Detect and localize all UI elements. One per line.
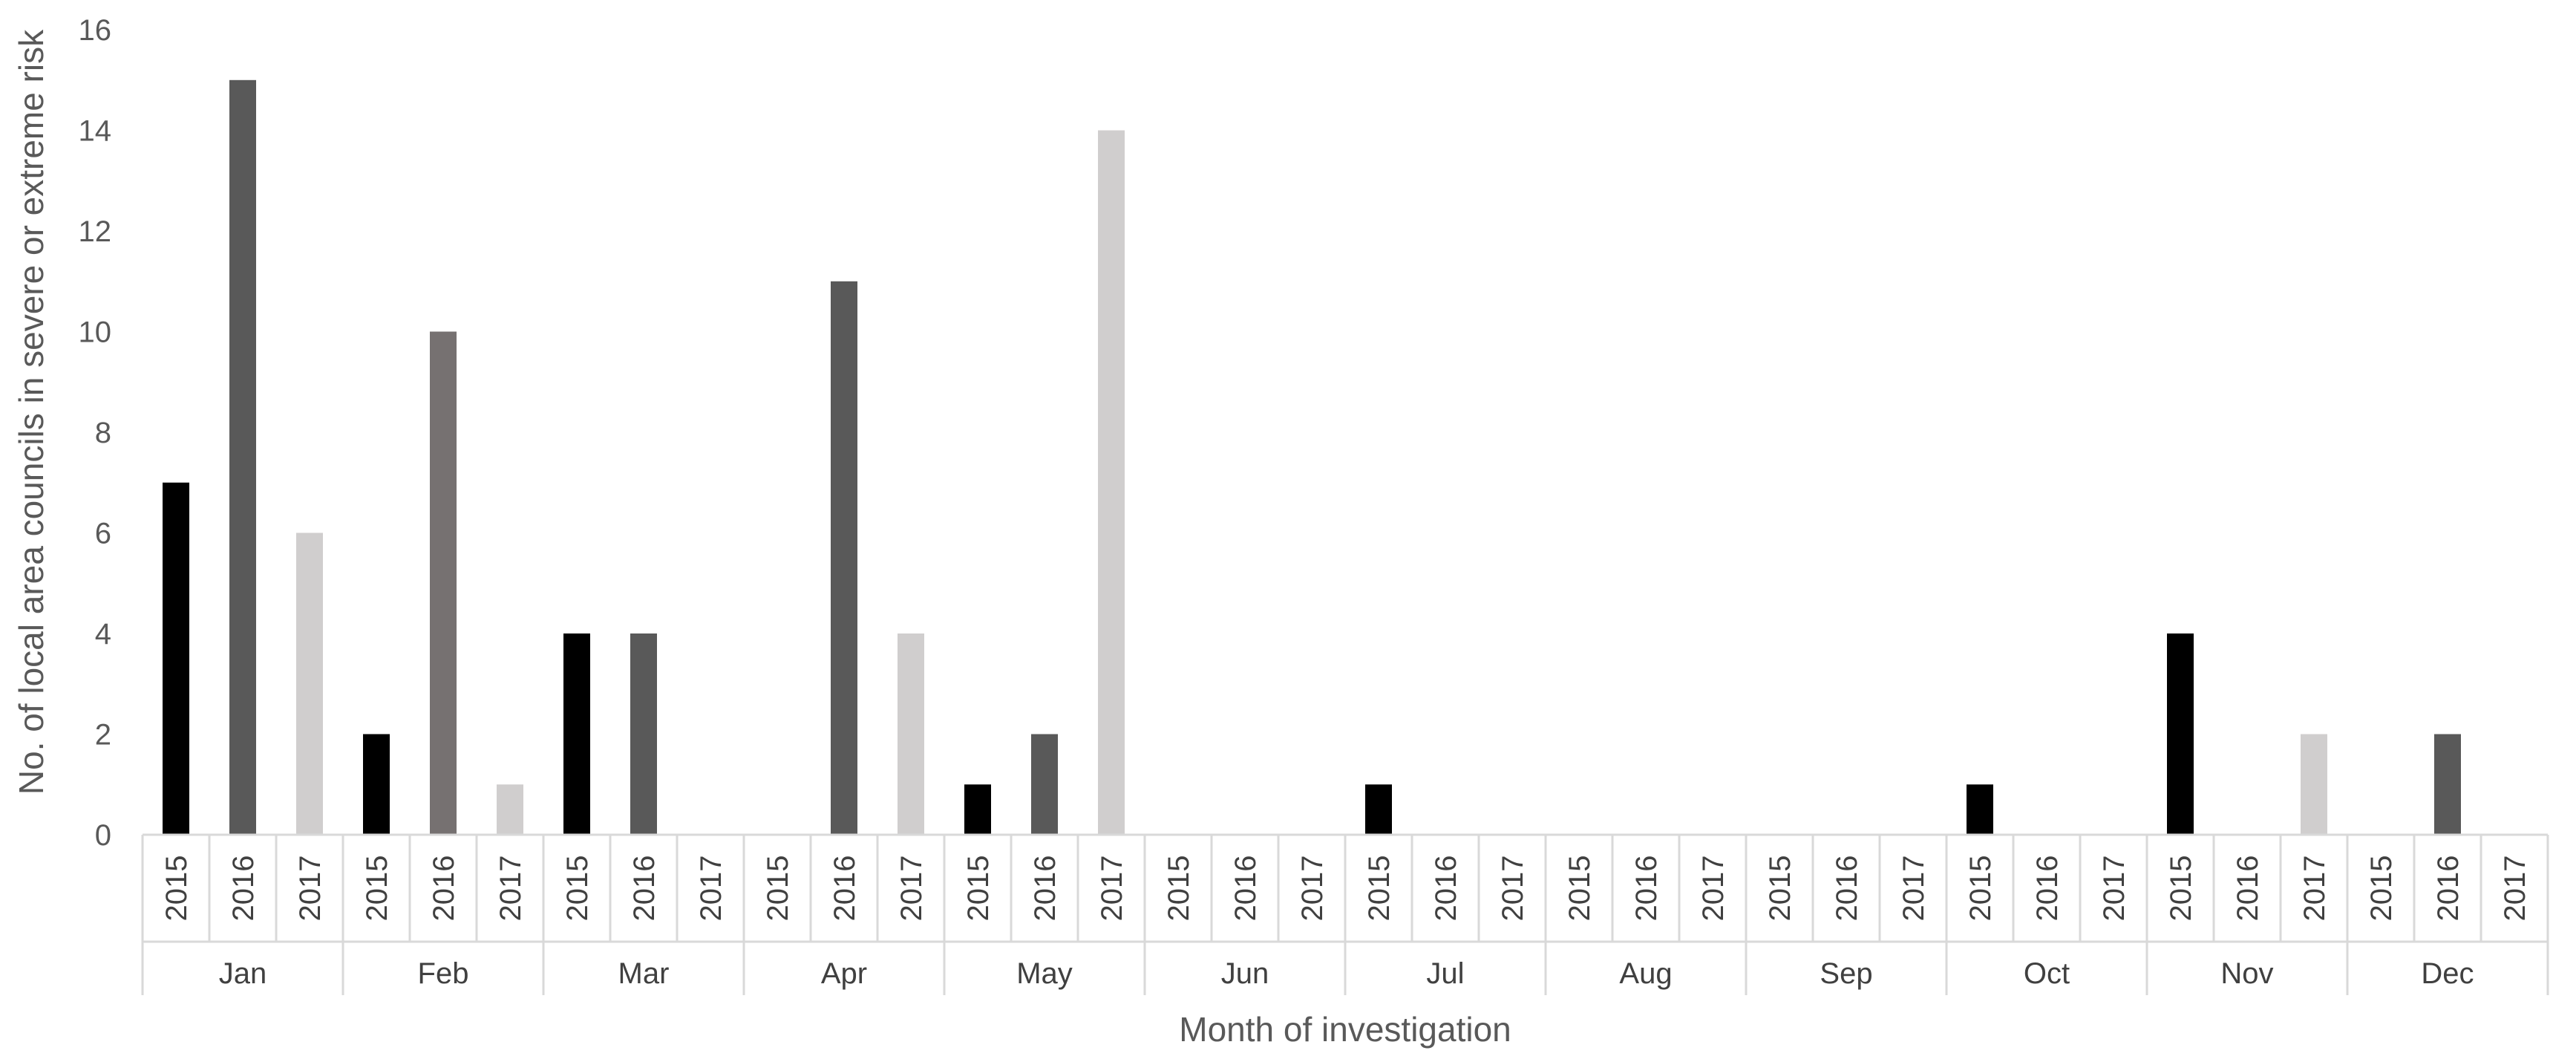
x-tick-year-label: 2015	[160, 856, 193, 922]
x-tick-year-label: 2015	[2365, 856, 2398, 922]
x-tick-year-label: 2017	[695, 856, 728, 922]
x-tick-year-label: 2016	[1831, 856, 1863, 922]
y-tick-label: 8	[95, 417, 111, 449]
x-axis: 2015 2016 2017 Jan 2015 2016 2017 Feb 2015 2016 20…	[141, 833, 2549, 995]
x-tick-year-label: 2017	[1697, 856, 1730, 922]
x-tick-year-label: 2017	[2098, 856, 2131, 922]
x-tick-year-label: 2017	[1296, 856, 1329, 922]
x-tick-year-label: 2015	[762, 856, 794, 922]
y-tick-label: 10	[79, 316, 112, 349]
x-tick-year-label: 2015	[1964, 856, 1997, 922]
bars-group	[163, 79, 2461, 835]
y-tick-label: 14	[79, 115, 112, 148]
x-tick-year-label: 2016	[1630, 856, 1663, 922]
x-tick-year-label: 2016	[828, 856, 861, 922]
x-tick-year-label: 2015	[1563, 856, 1596, 922]
x-tick-year-label: 2015	[962, 856, 995, 922]
x-tick-year-label: 2017	[2499, 856, 2531, 922]
x-tick-year-label: 2016	[2031, 856, 2064, 922]
x-tick-month-label: May	[1016, 957, 1073, 990]
bar-jan-2016	[229, 79, 256, 835]
bar-jul-2015	[1365, 784, 1392, 835]
y-axis-title: No. of local area councils in severe or …	[12, 29, 50, 795]
x-tick-year-label: 2017	[2298, 856, 2331, 922]
x-tick-year-label: 2017	[1897, 856, 1930, 922]
x-tick-month-label: Apr	[821, 957, 867, 990]
x-tick-year-label: 2015	[361, 856, 393, 922]
bar-may-2016	[1031, 734, 1058, 835]
x-tick-month-label: Oct	[2024, 957, 2070, 990]
x-tick-month-label: Feb	[418, 957, 469, 990]
bar-feb-2017	[497, 784, 523, 835]
bar-mar-2016	[630, 633, 657, 835]
bar-apr-2016	[831, 281, 857, 835]
x-tick-year-label: 2015	[1363, 856, 1396, 922]
x-tick-year-label: 2015	[1163, 856, 1195, 922]
x-tick-year-label: 2017	[1497, 856, 1529, 922]
x-tick-month-label: Jan	[219, 957, 267, 990]
x-tick-year-label: 2016	[2432, 856, 2465, 922]
x-tick-year-label: 2015	[2165, 856, 2197, 922]
bar-may-2017	[1098, 130, 1125, 835]
x-tick-year-label: 2016	[1430, 856, 1462, 922]
bar-mar-2015	[563, 633, 590, 835]
x-axis-title: Month of investigation	[1179, 1010, 1511, 1049]
bar-jan-2015	[163, 482, 189, 835]
x-tick-year-label: 2015	[1764, 856, 1797, 922]
x-tick-month-label: Mar	[618, 957, 670, 990]
bar-nov-2015	[2167, 633, 2194, 835]
x-tick-month-label: Nov	[2220, 957, 2273, 990]
y-tick-label: 6	[95, 518, 111, 550]
x-tick-year-label: 2017	[895, 856, 928, 922]
bar-feb-2016	[430, 331, 457, 835]
x-tick-month-label: Jul	[1426, 957, 1464, 990]
x-tick-year-label: 2016	[2232, 856, 2264, 922]
x-tick-year-label: 2017	[294, 856, 327, 922]
bar-apr-2017	[898, 633, 924, 835]
y-tick-label: 16	[79, 14, 112, 47]
x-tick-year-label: 2016	[227, 856, 260, 922]
bar-jan-2017	[296, 532, 323, 835]
x-tick-year-label: 2017	[1096, 856, 1128, 922]
bar-oct-2015	[1967, 784, 1993, 835]
bar-dec-2016	[2434, 734, 2461, 835]
x-tick-year-label: 2017	[494, 856, 527, 922]
y-tick-label: 12	[79, 215, 112, 248]
y-tick-label: 2	[95, 719, 111, 752]
x-tick-month-label: Jun	[1221, 957, 1269, 990]
x-tick-month-label: Aug	[1619, 957, 1672, 990]
x-tick-month-label: Dec	[2421, 957, 2474, 990]
bar-feb-2015	[363, 734, 390, 835]
y-tick-label: 4	[95, 618, 111, 651]
y-tick-label: 0	[95, 819, 111, 852]
bar-may-2015	[964, 784, 991, 835]
x-tick-month-label: Sep	[1820, 957, 1872, 990]
x-tick-year-label: 2016	[628, 856, 661, 922]
x-tick-year-label: 2015	[561, 856, 594, 922]
x-tick-year-label: 2016	[1029, 856, 1062, 922]
bar-nov-2017	[2301, 734, 2327, 835]
x-tick-year-label: 2016	[1229, 856, 1262, 922]
y-axis-ticks: 0 2 4 6 8 10 12 14 16	[79, 14, 112, 852]
x-tick-year-label: 2016	[428, 856, 460, 922]
